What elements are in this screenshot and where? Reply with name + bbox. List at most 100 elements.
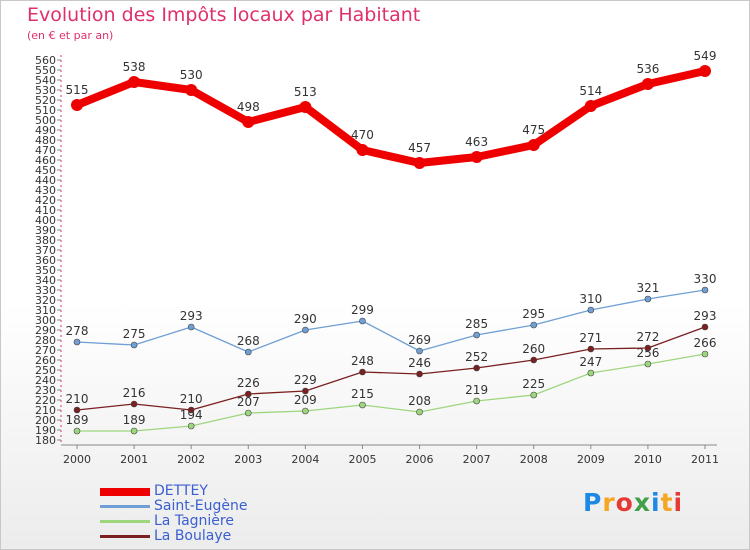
- legend-item: Saint-Eugène: [100, 499, 320, 514]
- data-point: [302, 326, 309, 334]
- data-point: [413, 157, 426, 169]
- y-tick-label: 510: [35, 104, 56, 117]
- y-tick-label: 400: [35, 214, 56, 227]
- y-tick-label: 550: [35, 64, 56, 77]
- chart-legend: DETTEY Saint-Eugène La Tagnière La Boulaye: [100, 484, 320, 544]
- data-label: 515: [66, 83, 89, 97]
- y-tick-label: 410: [35, 204, 56, 217]
- data-point: [73, 338, 81, 346]
- data-label: 219: [465, 383, 488, 397]
- legend-label: La Boulaye: [154, 528, 232, 544]
- series-line-La Tagnière: [76, 353, 706, 432]
- data-label: 207: [237, 395, 260, 409]
- y-tick-label: 460: [35, 154, 56, 167]
- data-point: [302, 407, 309, 415]
- data-label: 295: [522, 307, 545, 321]
- data-label: 285: [465, 317, 488, 331]
- x-tick-label: 2006: [406, 453, 434, 466]
- data-point: [71, 99, 83, 111]
- data-label: 247: [579, 355, 602, 369]
- x-tick-label: 2008: [520, 453, 548, 466]
- data-point: [530, 391, 538, 399]
- y-tick-label: 520: [35, 94, 56, 107]
- data-label: 310: [579, 292, 602, 306]
- data-point: [587, 306, 595, 314]
- data-label: 210: [180, 392, 203, 406]
- data-label: 225: [522, 377, 545, 391]
- y-tick-label: 340: [35, 274, 56, 287]
- data-point: [130, 341, 138, 349]
- x-tick-label: 2004: [291, 453, 319, 466]
- data-point: [644, 344, 652, 352]
- data-label: 549: [694, 49, 717, 63]
- data-point: [185, 84, 198, 96]
- y-tick-label: 310: [35, 304, 56, 317]
- y-tick-label: 240: [35, 374, 56, 387]
- y-tick-label: 360: [35, 254, 56, 267]
- y-tick-label: 330: [35, 284, 56, 297]
- data-label: 538: [123, 60, 146, 74]
- legend-swatch: [100, 520, 150, 523]
- data-point: [359, 401, 366, 409]
- x-tick-label: 2010: [634, 453, 662, 466]
- data-label: 272: [636, 330, 659, 344]
- data-label: 216: [123, 386, 146, 400]
- data-point: [701, 323, 709, 331]
- data-label: 498: [237, 100, 260, 114]
- data-label: 513: [294, 85, 317, 99]
- y-tick-label: 370: [35, 244, 56, 257]
- data-label: 252: [465, 350, 488, 364]
- data-label: 321: [636, 281, 659, 295]
- data-label: 256: [636, 346, 659, 360]
- y-tick-label: 250: [35, 364, 56, 377]
- data-label: 293: [180, 309, 203, 323]
- data-point: [359, 317, 366, 325]
- data-point: [130, 400, 138, 408]
- series-line-DETTEY: [73, 67, 709, 167]
- data-point: [527, 139, 540, 151]
- y-tick-label: 430: [35, 184, 56, 197]
- data-point: [584, 100, 597, 112]
- legend-swatch: [100, 488, 150, 496]
- data-point: [187, 406, 195, 414]
- y-tick-label: 200: [35, 414, 56, 427]
- y-tick-label: 270: [35, 344, 56, 357]
- data-label: 194: [180, 408, 203, 422]
- data-point: [587, 369, 595, 377]
- data-label: 530: [180, 68, 203, 82]
- series-line-Saint-Eugène: [76, 289, 706, 353]
- y-tick-label: 280: [35, 334, 56, 347]
- data-label: 475: [522, 123, 545, 137]
- data-label: 271: [579, 331, 602, 345]
- data-label: 209: [294, 393, 317, 407]
- data-point: [416, 347, 423, 355]
- y-tick-label: 490: [35, 124, 56, 137]
- y-tick-label: 500: [35, 114, 56, 127]
- y-tick-label: 560: [35, 54, 56, 67]
- data-point: [470, 151, 483, 163]
- y-tick-label: 380: [35, 234, 56, 247]
- data-label: 269: [408, 333, 431, 347]
- legend-swatch: [100, 505, 150, 508]
- data-label: 330: [694, 272, 717, 286]
- data-point: [73, 427, 81, 435]
- data-point: [359, 368, 366, 376]
- data-label: 248: [351, 354, 374, 368]
- logo-letter: i: [673, 488, 684, 517]
- data-label: 268: [237, 334, 260, 348]
- data-point: [644, 360, 652, 368]
- data-label: 189: [66, 413, 89, 427]
- x-tick-label: 2002: [177, 453, 205, 466]
- legend-label: Saint-Eugène: [154, 498, 248, 514]
- data-label: 208: [408, 394, 431, 408]
- x-tick-label: 2007: [463, 453, 491, 466]
- y-tick-label: 470: [35, 144, 56, 157]
- y-tick-label: 420: [35, 194, 56, 207]
- chart-subtitle: (en € et par an): [27, 29, 114, 42]
- data-point: [73, 406, 81, 414]
- y-tick-label: 210: [35, 404, 56, 417]
- logo-letter: o: [615, 488, 634, 517]
- data-point: [473, 331, 480, 339]
- y-tick-label: 260: [35, 354, 56, 367]
- data-label: 278: [66, 324, 89, 338]
